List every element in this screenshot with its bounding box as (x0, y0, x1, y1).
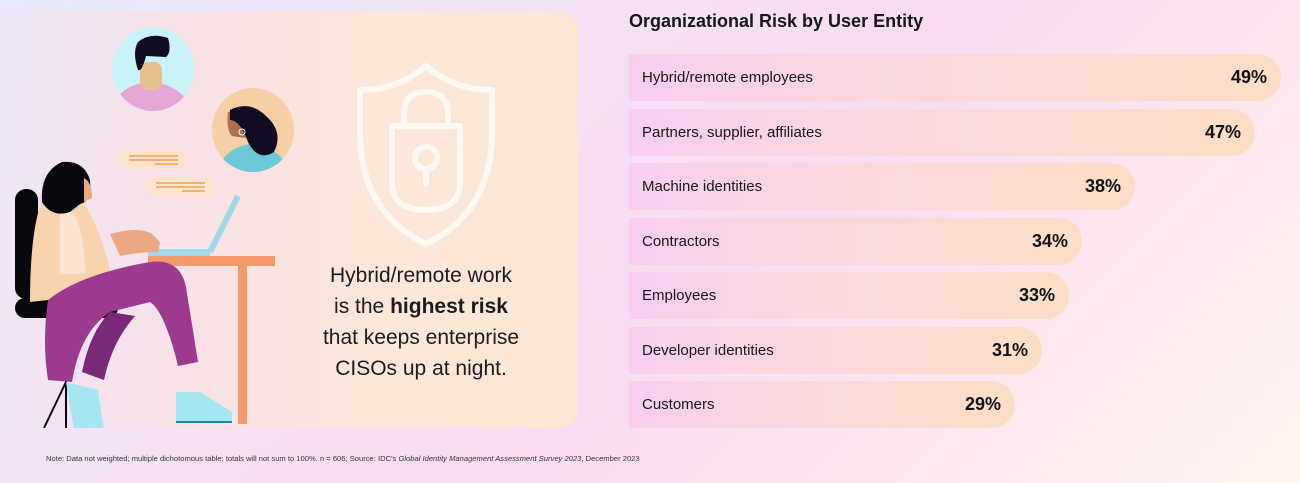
note-suffix: , December 2023 (581, 454, 640, 463)
bar-label: Machine identities (642, 178, 763, 195)
bar-hybrid-remote-employees: Hybrid/remote employees 49% (629, 54, 1281, 101)
bar-label: Contractors (642, 232, 720, 250)
bar-value: 49% (1230, 67, 1267, 87)
note-prefix: Note: Data not weighted; multiple dichot… (46, 454, 399, 463)
avatar-man-icon (112, 27, 194, 111)
tagline: Hybrid/remote work is the highest risk t… (298, 260, 544, 384)
bar-label: Partners, supplier, affiliates (642, 123, 822, 141)
tagline-line-3: that keeps enterprise (322, 326, 520, 349)
person-icon (30, 161, 232, 428)
tagline-emphasis: highest risk (390, 295, 508, 318)
bar-contractors: Contractors 34% (629, 217, 1082, 265)
bar-value: 33% (1018, 285, 1055, 305)
note-survey-title: Global Identity Management Assessment Su… (398, 454, 582, 463)
bar-value: 38% (1084, 176, 1121, 196)
bar-label: Customers (642, 396, 715, 413)
bar-label: Developer identities (642, 341, 774, 359)
bar-value: 34% (1031, 230, 1068, 251)
tagline-line-1: Hybrid/remote work (329, 264, 513, 287)
remote-worker-illustration (15, 27, 294, 428)
tagline-line-2: is the highest risk (298, 291, 544, 322)
desk-icon (148, 256, 275, 424)
bar-value: 31% (991, 339, 1028, 360)
bar-value: 47% (1204, 121, 1241, 142)
bar-machine-identities: Machine identities 38% (629, 163, 1135, 210)
bar-customers: Customers 29% (629, 381, 1015, 428)
shield-lock-icon (357, 63, 495, 247)
bar-employees: Employees 33% (629, 272, 1069, 319)
tagline-line-4: CISOs up at night. (335, 357, 507, 380)
bar-label: Employees (642, 287, 717, 304)
bar-developer-identities: Developer identities 31% (629, 326, 1042, 374)
avatar-woman-icon (212, 88, 294, 172)
illustration-card: Hybrid/remote work is the highest risk t… (0, 12, 578, 428)
tagline-line-2-prefix: is the (334, 295, 391, 318)
chart-title: Organizational Risk by User Entity (629, 11, 924, 31)
source-note: Note: Data not weighted; multiple dichot… (46, 454, 640, 463)
chat-bubble-icon (118, 150, 215, 196)
laptop-icon (148, 194, 241, 256)
bar-value: 29% (964, 394, 1001, 414)
bar-chart: Hybrid/remote employees 49% Partners, su… (629, 54, 1289, 436)
bar-label: Hybrid/remote employees (642, 69, 813, 86)
bar-partners-supplier-affiliates: Partners, supplier, affiliates 47% (629, 108, 1255, 156)
